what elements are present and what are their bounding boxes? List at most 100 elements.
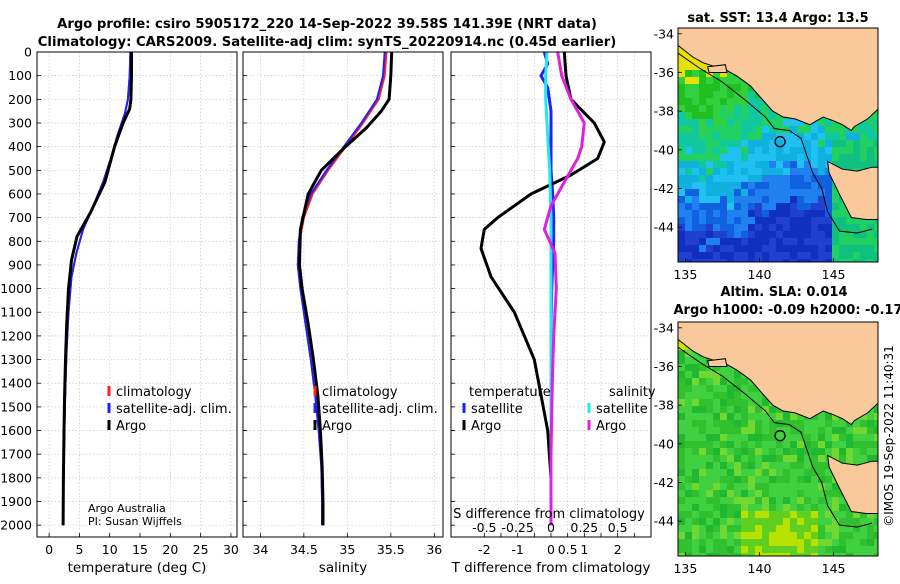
- map-cell: [741, 455, 748, 462]
- map-cell: [713, 77, 720, 84]
- map-cell: [678, 98, 685, 105]
- map-cell: [720, 427, 727, 434]
- map-cell: [720, 224, 727, 231]
- map-cell: [706, 161, 713, 168]
- map-cell: [713, 112, 720, 119]
- map-cell: [734, 147, 741, 154]
- map-cell: [748, 469, 755, 476]
- map-cell: [734, 112, 741, 119]
- map-cell: [762, 112, 769, 119]
- map-cell: [706, 483, 713, 490]
- map-cell: [678, 49, 685, 56]
- x-tick-label: 0: [547, 542, 555, 557]
- map-cell: [699, 462, 706, 469]
- map-cell: [839, 448, 846, 455]
- map-cell: [727, 546, 734, 553]
- map-cell: [706, 532, 713, 539]
- map-cell: [818, 119, 825, 126]
- y-tick-label: 1200: [0, 328, 32, 343]
- map-cell: [818, 511, 825, 518]
- map-cell: [811, 154, 818, 161]
- map-cell: [825, 154, 832, 161]
- map-cell: [797, 196, 804, 203]
- map-cell: [846, 546, 853, 553]
- map-cell: [692, 448, 699, 455]
- map-cell: [776, 532, 783, 539]
- map-cell: [769, 231, 776, 238]
- map-cell: [825, 119, 832, 126]
- y-tick-label: 1900: [0, 494, 32, 509]
- map-cell: [867, 546, 874, 553]
- map-cell: [832, 133, 839, 140]
- map-x-tick-label: 135: [673, 267, 697, 282]
- map-cell: [741, 525, 748, 532]
- map-cell: [713, 371, 720, 378]
- map-cell: [720, 98, 727, 105]
- map-cell: [769, 553, 776, 556]
- map-cell: [783, 168, 790, 175]
- map-cell: [727, 385, 734, 392]
- map-cell: [846, 154, 853, 161]
- map-cell: [755, 406, 762, 413]
- map-cell: [713, 245, 720, 252]
- map-cell: [818, 469, 825, 476]
- map-cell: [811, 231, 818, 238]
- map-cell: [811, 455, 818, 462]
- map-cell: [734, 175, 741, 182]
- map-cell: [790, 413, 797, 420]
- map-cell: [839, 441, 846, 448]
- map-cell: [706, 476, 713, 483]
- map-cell: [755, 252, 762, 259]
- map-cell: [727, 189, 734, 196]
- map-cell: [713, 189, 720, 196]
- map-cell: [769, 406, 776, 413]
- map-cell: [755, 504, 762, 511]
- map-cell: [727, 182, 734, 189]
- map-cell: [755, 455, 762, 462]
- map-cell: [748, 119, 755, 126]
- map-cell: [804, 189, 811, 196]
- map-cell: [685, 455, 692, 462]
- map-cell: [804, 140, 811, 147]
- map-cell: [776, 539, 783, 546]
- map-cell: [685, 168, 692, 175]
- map-cell: [699, 154, 706, 161]
- map-cell: [685, 546, 692, 553]
- map-cell: [734, 378, 741, 385]
- map-cell: [713, 364, 720, 371]
- map-cell: [734, 518, 741, 525]
- map-cell: [825, 420, 832, 427]
- map-cell: [692, 238, 699, 245]
- map-cell: [804, 532, 811, 539]
- map-cell: [811, 525, 818, 532]
- map-cell: [811, 553, 818, 556]
- map-cell: [769, 189, 776, 196]
- map-cell: [699, 357, 706, 364]
- map-cell: [832, 126, 839, 133]
- map-cell: [748, 483, 755, 490]
- map-cell: [811, 210, 818, 217]
- map-cell: [678, 147, 685, 154]
- map-cell: [741, 392, 748, 399]
- map-cell: [867, 119, 874, 126]
- map-cell: [741, 217, 748, 224]
- map-cell: [790, 245, 797, 252]
- credit-line1: Argo Australia: [88, 502, 166, 515]
- map-cell: [685, 497, 692, 504]
- map-cell: [797, 231, 804, 238]
- map-cell: [727, 231, 734, 238]
- map-cell: [769, 168, 776, 175]
- map-cell: [853, 532, 860, 539]
- map-cell: [734, 532, 741, 539]
- map-cell: [720, 546, 727, 553]
- map-cell: [839, 238, 846, 245]
- x-tick-label: 35.5: [377, 542, 405, 557]
- map-cell: [762, 525, 769, 532]
- plot-frame: [36, 51, 238, 538]
- map-cell: [825, 483, 832, 490]
- map-cell: [839, 504, 846, 511]
- map-cell: [741, 147, 748, 154]
- map-cell: [797, 539, 804, 546]
- map-cell: [720, 392, 727, 399]
- map-cell: [678, 168, 685, 175]
